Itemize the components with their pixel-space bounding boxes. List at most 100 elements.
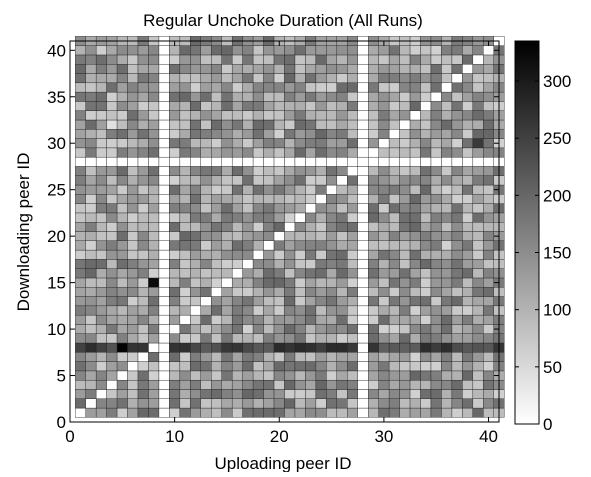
heatmap-cell [284,73,296,84]
heatmap-cell [242,277,254,288]
heatmap-cell [451,156,463,167]
heatmap-cell [378,398,390,409]
heatmap-cell [231,110,243,121]
heatmap-cell [441,45,453,56]
heatmap-cell [315,407,327,418]
heatmap-cell [441,64,453,74]
heatmap-cell [75,268,86,279]
heatmap-cell [462,91,474,102]
heatmap-cell [169,45,181,56]
heatmap-cell [95,194,107,204]
heatmap-cell [378,240,390,251]
heatmap-cell [420,287,432,297]
heatmap-cell [221,277,233,288]
heatmap-cell [399,119,411,130]
heatmap-cell [85,175,97,186]
heatmap-cell [347,277,358,288]
heatmap-cell [85,212,97,223]
heatmap-cell [85,305,97,316]
heatmap-cell [252,82,264,93]
heatmap-cell [462,101,474,111]
heatmap-cell [483,82,494,93]
heatmap-cell [200,277,212,288]
heatmap-cell [451,64,463,74]
heatmap-cell [127,194,139,204]
heatmap-cell [263,212,275,223]
heatmap-cell [472,249,484,260]
heatmap-cell [315,398,327,409]
colorbar-tick-label: 300 [543,72,571,91]
heatmap-cell [347,54,358,65]
heatmap-cell [116,110,128,121]
heatmap-cell [263,352,275,362]
heatmap-cell [294,268,306,279]
heatmap-cell [211,64,222,74]
heatmap-cell [305,314,317,325]
heatmap-cell [347,259,358,269]
heatmap-cell [179,240,191,251]
heatmap-cell [326,175,338,186]
heatmap-cell [200,342,212,353]
heatmap-cell [242,231,254,241]
heatmap-cell [221,110,233,121]
heatmap-cell [190,222,201,232]
y-tick-label: 15 [47,274,66,293]
heatmap-cell [462,352,474,362]
heatmap-cell [137,305,149,316]
heatmap-cell [357,249,369,260]
heatmap-cell [305,119,317,130]
heatmap-cell [336,166,348,176]
heatmap-cell [378,389,390,399]
heatmap-cell [95,333,107,344]
heatmap-cell [472,129,484,139]
heatmap-cell [158,101,170,111]
heatmap-cell [378,259,390,269]
heatmap-cell [106,175,118,186]
heatmap-cell [200,156,212,167]
heatmap-cell [472,296,484,307]
heatmap-cell [116,203,128,214]
heatmap-cell [169,407,181,418]
heatmap-cell [378,45,390,56]
heatmap-cell [368,407,379,418]
heatmap-cell [75,156,86,167]
heatmap-cell [263,305,275,316]
heatmap-cell [263,342,275,353]
heatmap-cell [420,398,432,409]
heatmap-cell [273,342,285,353]
heatmap-cell [190,361,201,372]
heatmap-cell [85,184,97,195]
heatmap-cell [179,73,191,84]
heatmap-cell [200,82,212,93]
heatmap-cell [85,138,97,149]
heatmap-cell [409,184,421,195]
heatmap-cell [211,342,222,353]
chart-title: Regular Unchoke Duration (All Runs) [143,11,423,30]
heatmap-cell [95,277,107,288]
heatmap-cell [273,379,285,390]
heatmap-cell [190,398,201,409]
heatmap-cell [305,203,317,214]
heatmap-cell [169,222,181,232]
heatmap-cell [409,407,421,418]
heatmap-cell [326,110,338,121]
heatmap-cell [200,54,212,65]
y-tick-label: 40 [47,41,66,60]
heatmap-cell [294,147,306,158]
heatmap-cell [169,342,181,353]
heatmap-cell [242,156,254,167]
heatmap-cell [242,333,254,344]
heatmap-cell [336,268,348,279]
heatmap-cell [294,333,306,344]
heatmap-cell [148,361,160,372]
heatmap-cell [430,91,442,102]
heatmap-cell [357,110,369,121]
heatmap-cell [211,259,222,269]
heatmap-cell [116,314,128,325]
x-tick-label: 10 [165,427,184,446]
heatmap-cell [85,119,97,130]
heatmap-cell [211,138,222,149]
heatmap-cell [158,296,170,307]
heatmap-cell [462,203,474,214]
heatmap-cell [137,389,149,399]
